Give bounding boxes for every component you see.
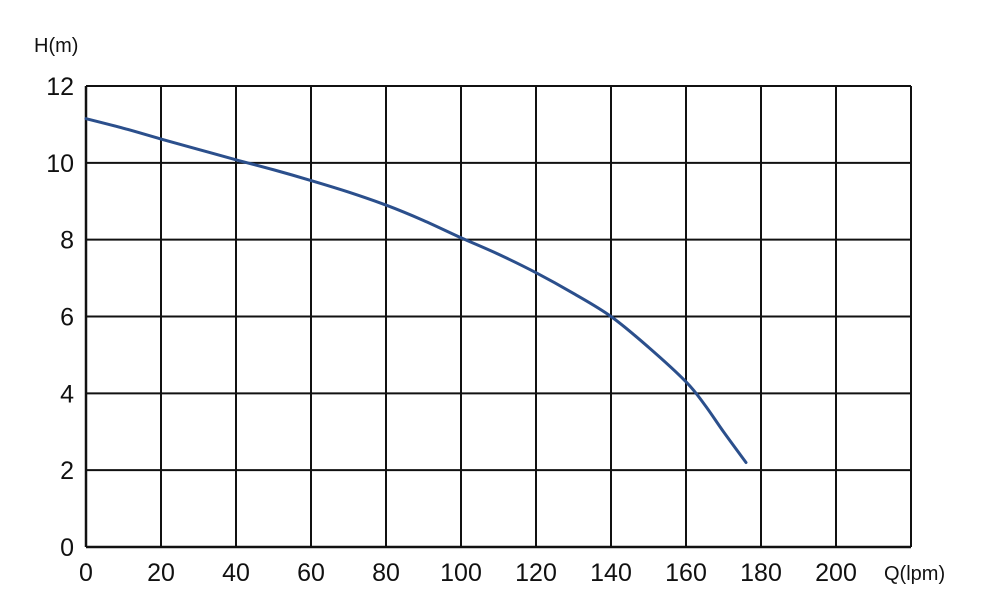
y-tick-label: 6 — [60, 304, 74, 332]
y-tick-label: 2 — [60, 457, 74, 485]
x-tick-label: 100 — [440, 559, 482, 587]
x-tick-label: 60 — [297, 559, 325, 587]
x-tick-label: 120 — [515, 559, 557, 587]
x-tick-label: 80 — [372, 559, 400, 587]
x-tick-label: 180 — [740, 559, 782, 587]
y-tick-label: 12 — [46, 73, 74, 101]
x-tick-label: 0 — [79, 559, 93, 587]
y-tick-label: 8 — [60, 227, 74, 255]
grid — [84, 85, 912, 549]
series-line-head-flow-curve — [84, 117, 748, 464]
y-tick-label: 4 — [60, 380, 74, 408]
y-tick-label: 10 — [46, 150, 74, 178]
tick-labels: 0 20 40 60 80 100 120 140 160 180 200 0 2 4 6 8 10 12 — [46, 73, 857, 587]
series-layer — [84, 117, 748, 464]
y-axis-title: H(m) — [34, 35, 78, 57]
x-tick-label: 160 — [665, 559, 707, 587]
y-tick-label: 0 — [60, 534, 74, 562]
x-tick-label: 140 — [590, 559, 632, 587]
x-axis-title: Q(lpm) — [884, 563, 945, 585]
x-tick-label: 20 — [147, 559, 175, 587]
x-tick-label: 40 — [222, 559, 250, 587]
x-tick-label: 200 — [815, 559, 857, 587]
